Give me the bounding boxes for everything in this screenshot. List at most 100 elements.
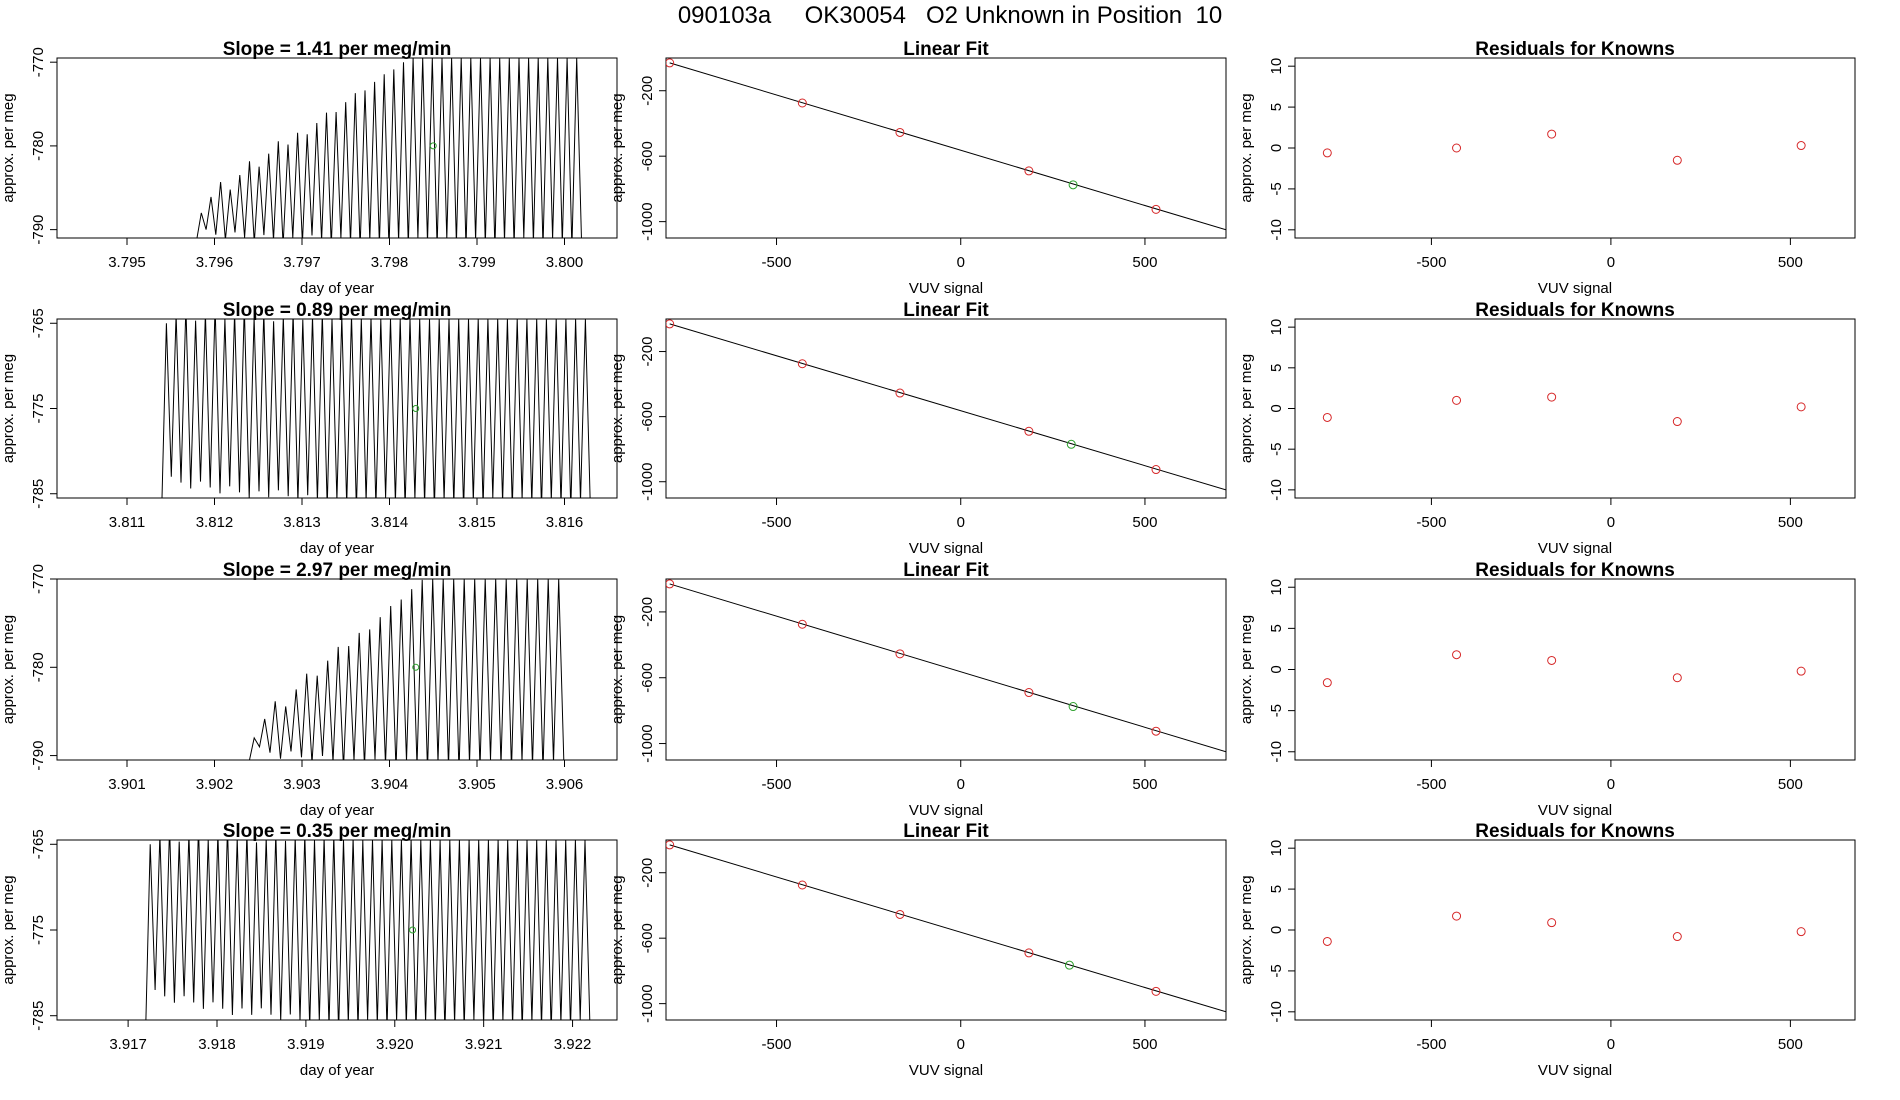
x-tick-label: 3.904 — [371, 776, 409, 793]
y-tick-label: -600 — [639, 663, 656, 693]
known-point — [1151, 465, 1161, 475]
residual-point — [1796, 402, 1806, 412]
x-tick-label: -500 — [762, 254, 792, 271]
fit-line — [669, 323, 1226, 491]
plot-area — [1322, 911, 1806, 946]
y-tick-label: 10 — [1268, 840, 1285, 857]
x-tick-label: -500 — [1416, 776, 1446, 793]
plot-frame — [665, 57, 1227, 239]
panel-residuals-row-2: Residuals for Knowns VUV signal approx. pe… — [1238, 300, 1856, 557]
known-point — [1024, 948, 1034, 958]
y-axis-label: approx. per meg — [609, 875, 626, 984]
y-axis-label: approx. per meg — [0, 615, 17, 724]
known-point — [797, 98, 807, 108]
panel-fit-row-3: Linear Fit VUV signal approx. per meg -500 0… — [609, 560, 1227, 819]
y-axis-label: approx. per meg — [1238, 875, 1255, 984]
unknown-point — [429, 142, 437, 150]
residual-point — [1672, 155, 1682, 165]
x-tick-label: 3.812 — [196, 514, 234, 531]
y-tick-label: -10 — [1268, 741, 1285, 763]
x-tick-label: 3.918 — [198, 1036, 236, 1053]
unknown-point — [1068, 180, 1078, 190]
panel-title: Linear Fit — [903, 821, 989, 842]
x-axis-label: VUV signal — [909, 1062, 983, 1079]
y-tick-label: -10 — [1268, 1001, 1285, 1023]
known-point — [666, 840, 675, 850]
x-axis-label: VUV signal — [909, 280, 983, 297]
x-tick-label: 500 — [1132, 254, 1157, 271]
y-tick-label: 5 — [1268, 103, 1285, 111]
plot-area — [1322, 129, 1806, 165]
unknown-point — [1066, 439, 1076, 449]
plot-area — [92, 58, 582, 238]
y-tick-label: -5 — [1268, 704, 1285, 717]
residual-point — [1322, 148, 1332, 158]
known-point — [797, 619, 807, 629]
y-tick-label: -785 — [30, 1001, 47, 1031]
y-axis-label: approx. per meg — [1238, 93, 1255, 202]
panel-title: Slope = 1.41 per meg/min — [223, 39, 452, 60]
y-tick-label: 10 — [1268, 58, 1285, 75]
y-axis-label: approx. per meg — [609, 354, 626, 463]
x-tick-label: 500 — [1778, 254, 1803, 271]
y-tick-label: -1000 — [639, 984, 656, 1022]
panel-title: Slope = 0.89 per meg/min — [223, 300, 452, 321]
panel-fit-row-4: Linear Fit VUV signal approx. per meg -500 0… — [609, 821, 1227, 1079]
plot-frame — [1294, 318, 1856, 499]
known-point — [1024, 426, 1034, 436]
x-tick-label: 0 — [957, 1036, 965, 1053]
residual-point — [1547, 129, 1557, 139]
residual-point — [1452, 143, 1462, 153]
x-tick-label: 3.921 — [465, 1036, 503, 1053]
y-tick-label: -780 — [30, 652, 47, 682]
x-tick-label: 3.906 — [546, 776, 584, 793]
x-tick-label: 3.917 — [109, 1036, 147, 1053]
y-axis-label: approx. per meg — [1238, 354, 1255, 463]
x-tick-label: 500 — [1778, 1036, 1803, 1053]
plot-frame — [1294, 578, 1856, 761]
x-tick-label: 3.901 — [108, 776, 146, 793]
x-tick-label: 3.816 — [546, 514, 584, 531]
y-tick-label: -790 — [30, 215, 47, 245]
residual-point — [1547, 392, 1557, 402]
x-tick-label: 500 — [1778, 776, 1803, 793]
residual-point — [1672, 673, 1682, 683]
panel-slope-row-3: Slope = 2.97 per meg/min day of year appro… — [0, 560, 618, 819]
x-tick-label: 3.797 — [283, 254, 321, 271]
y-tick-label: 0 — [1268, 404, 1285, 412]
panel-title: Residuals for Knowns — [1475, 560, 1675, 581]
x-axis-label: day of year — [300, 280, 374, 297]
x-tick-label: 3.795 — [108, 254, 146, 271]
page-title: 090103a OK30054 O2 Unknown in Position 1… — [677, 2, 1223, 29]
x-tick-label: 3.903 — [283, 776, 321, 793]
plot-frame — [665, 318, 1227, 499]
panel-title: Linear Fit — [903, 560, 989, 581]
x-tick-label: 0 — [1607, 1036, 1615, 1053]
plot-frame — [665, 839, 1227, 1021]
x-tick-label: 3.815 — [458, 514, 496, 531]
x-tick-label: 0 — [957, 254, 965, 271]
panel-title: Residuals for Knowns — [1475, 821, 1675, 842]
known-point — [895, 127, 905, 137]
x-tick-label: 0 — [957, 514, 965, 531]
unknown-point — [412, 663, 420, 671]
panel-slope-row-1: Slope = 1.41 per meg/min day of year appro… — [0, 39, 618, 297]
x-axis-label: day of year — [300, 540, 374, 557]
panel-residuals-row-4: Residuals for Knowns VUV signal approx. pe… — [1238, 821, 1856, 1079]
x-axis-label: VUV signal — [1538, 280, 1612, 297]
plot-frame — [1294, 839, 1856, 1021]
x-tick-label: 3.798 — [371, 254, 409, 271]
residual-point — [1322, 412, 1332, 422]
y-tick-label: 0 — [1268, 926, 1285, 934]
unknown-point — [409, 926, 417, 934]
y-tick-label: -1000 — [639, 724, 656, 762]
y-axis-label: approx. per meg — [0, 354, 17, 463]
panel-title: Residuals for Knowns — [1475, 39, 1675, 60]
x-axis-label: VUV signal — [909, 540, 983, 557]
x-tick-label: 3.905 — [458, 776, 496, 793]
y-tick-label: 10 — [1268, 319, 1285, 336]
y-tick-label: -780 — [30, 131, 47, 161]
known-point — [1024, 166, 1034, 176]
residual-point — [1322, 678, 1332, 688]
